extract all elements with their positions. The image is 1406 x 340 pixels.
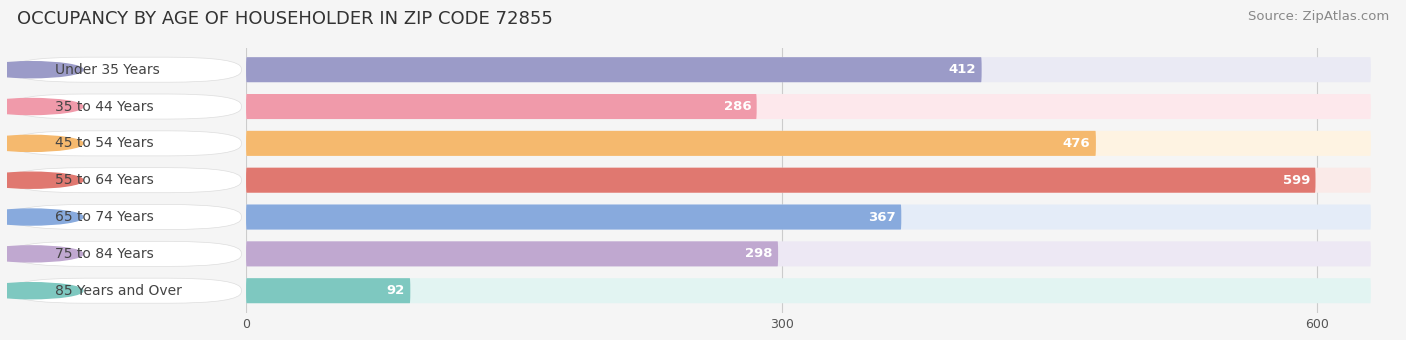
Text: 55 to 64 Years: 55 to 64 Years [55, 173, 153, 187]
FancyBboxPatch shape [246, 241, 778, 267]
FancyBboxPatch shape [246, 168, 1371, 193]
Circle shape [0, 99, 83, 115]
Text: 476: 476 [1063, 137, 1091, 150]
Text: 65 to 74 Years: 65 to 74 Years [55, 210, 153, 224]
Text: 92: 92 [387, 284, 405, 297]
FancyBboxPatch shape [246, 57, 981, 82]
FancyBboxPatch shape [246, 241, 1371, 267]
Circle shape [0, 172, 83, 188]
Text: 367: 367 [869, 210, 896, 223]
FancyBboxPatch shape [246, 131, 1371, 156]
Text: 45 to 54 Years: 45 to 54 Years [55, 136, 153, 150]
Circle shape [0, 135, 83, 151]
Circle shape [0, 283, 83, 299]
Text: 85 Years and Over: 85 Years and Over [55, 284, 181, 298]
FancyBboxPatch shape [246, 131, 1095, 156]
FancyBboxPatch shape [11, 168, 242, 193]
Text: 298: 298 [745, 248, 773, 260]
FancyBboxPatch shape [246, 94, 1371, 119]
Circle shape [0, 246, 83, 262]
Text: 412: 412 [949, 63, 976, 76]
Text: Source: ZipAtlas.com: Source: ZipAtlas.com [1249, 10, 1389, 23]
FancyBboxPatch shape [11, 57, 242, 82]
Text: 599: 599 [1282, 174, 1310, 187]
Text: 75 to 84 Years: 75 to 84 Years [55, 247, 153, 261]
FancyBboxPatch shape [246, 204, 1371, 230]
FancyBboxPatch shape [11, 131, 242, 156]
Text: Under 35 Years: Under 35 Years [55, 63, 160, 77]
Text: 35 to 44 Years: 35 to 44 Years [55, 100, 153, 114]
FancyBboxPatch shape [11, 204, 242, 230]
FancyBboxPatch shape [11, 94, 242, 119]
Text: 286: 286 [724, 100, 751, 113]
FancyBboxPatch shape [246, 168, 1316, 193]
Text: OCCUPANCY BY AGE OF HOUSEHOLDER IN ZIP CODE 72855: OCCUPANCY BY AGE OF HOUSEHOLDER IN ZIP C… [17, 10, 553, 28]
FancyBboxPatch shape [246, 204, 901, 230]
FancyBboxPatch shape [11, 241, 242, 267]
FancyBboxPatch shape [246, 57, 1371, 82]
FancyBboxPatch shape [246, 278, 1371, 303]
Circle shape [0, 62, 83, 78]
FancyBboxPatch shape [246, 94, 756, 119]
Circle shape [0, 209, 83, 225]
FancyBboxPatch shape [11, 278, 242, 303]
FancyBboxPatch shape [246, 278, 411, 303]
